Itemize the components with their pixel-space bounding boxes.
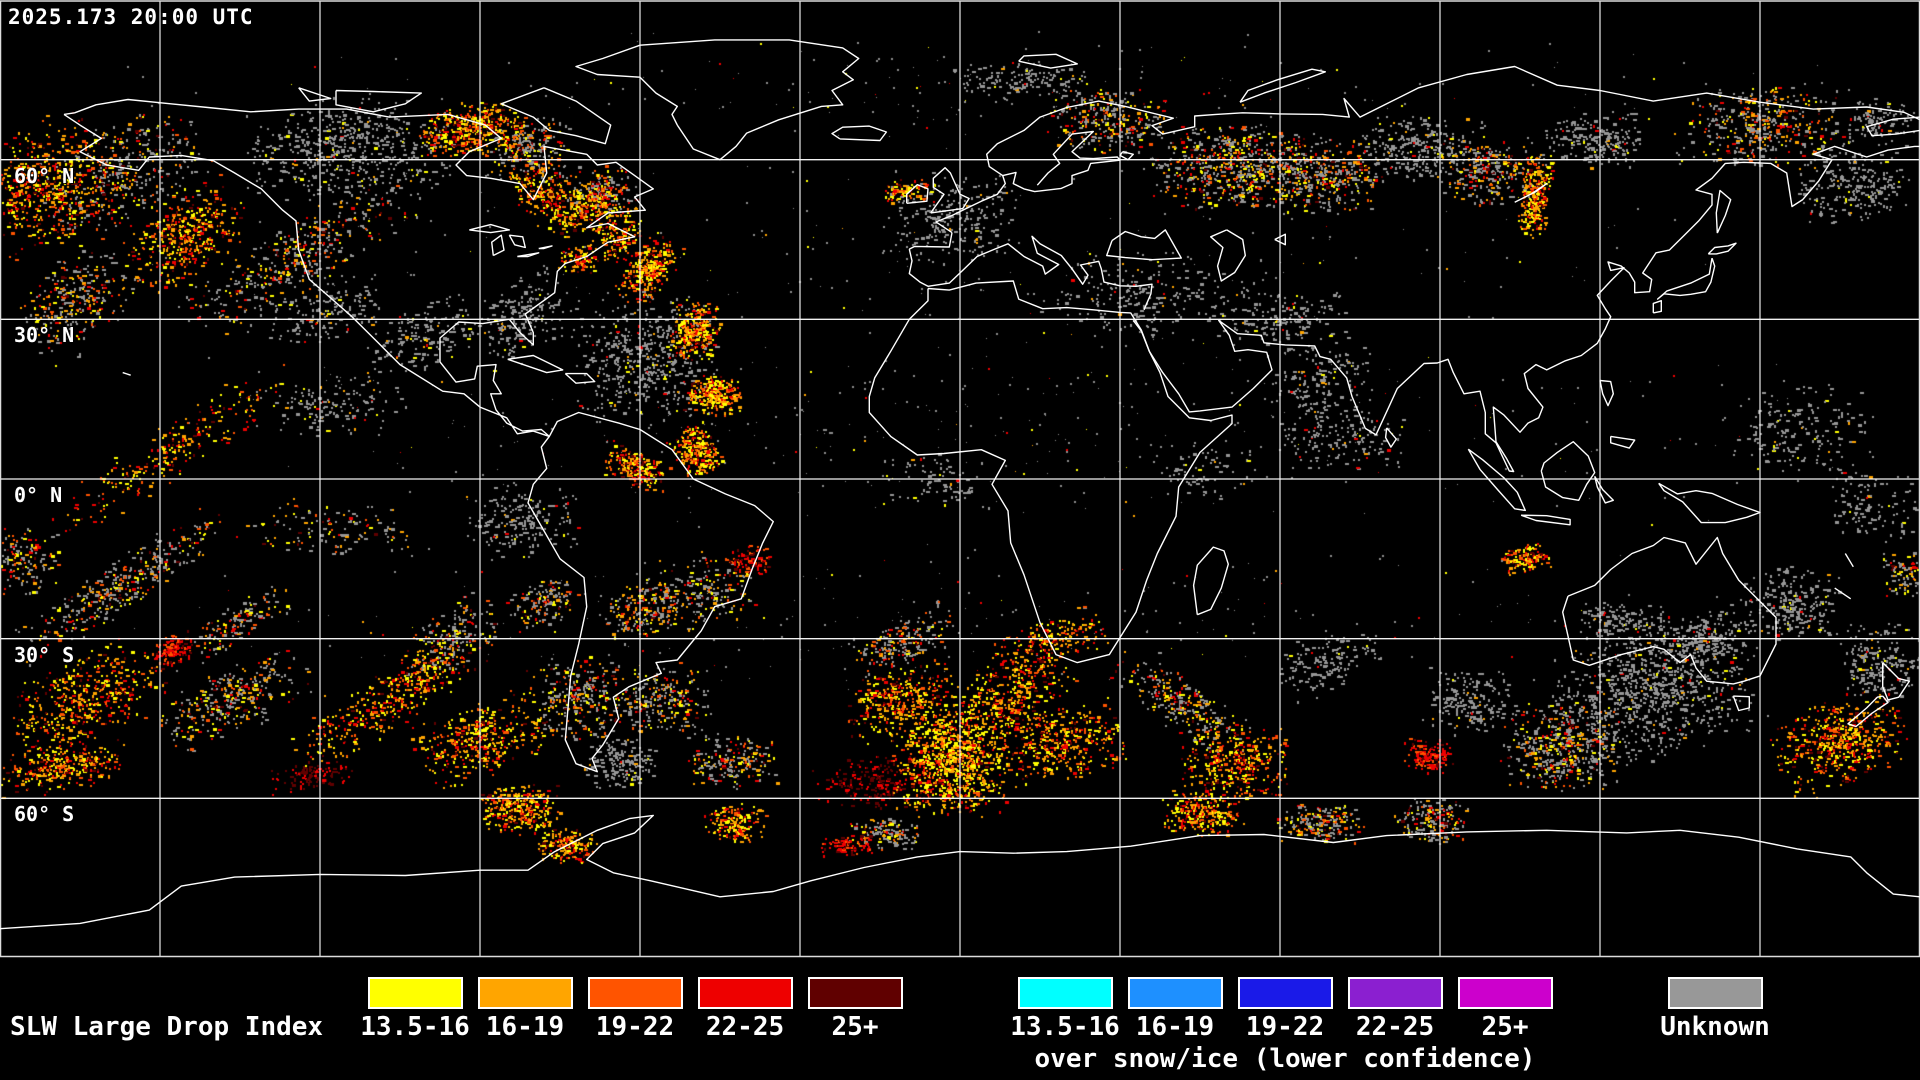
legend-range-standard-3: 22-25 [705,1012,785,1042]
legend-range-snow-ice-1: 16-19 [1135,1012,1215,1042]
legend-title: SLW Large Drop Index [10,1012,324,1042]
legend-swatch-snow-ice-2 [1238,977,1333,1009]
legend-range-standard-2: 19-22 [595,1012,675,1042]
legend-swatch-snow-ice-0 [1018,977,1113,1009]
legend-range-snow-ice-3: 22-25 [1355,1012,1435,1042]
legend-range-standard-0: 13.5-16 [360,1012,470,1042]
legend-range-snow-ice-4: 25+ [1481,1012,1529,1042]
timestamp: 2025.173 20:00 UTC [8,5,254,29]
legend-swatch-standard-0 [368,977,463,1009]
legend-unknown-label: Unknown [1660,1012,1770,1042]
legend-snow-ice-subtitle: over snow/ice (lower confidence) [1034,1044,1536,1074]
legend-range-standard-1: 16-19 [485,1012,565,1042]
legend-range-standard-4: 25+ [831,1012,879,1042]
legend-swatch-standard-3 [698,977,793,1009]
coastline-grid-layer [0,0,1920,958]
legend: SLW Large Drop Index 13.5-16 16-19 19-22 22… [0,958,1920,1080]
legend-swatch-snow-ice-4 [1458,977,1553,1009]
legend-range-snow-ice-0: 13.5-16 [1010,1012,1120,1042]
legend-swatch-snow-ice-3 [1348,977,1443,1009]
legend-swatch-standard-2 [588,977,683,1009]
legend-range-snow-ice-2: 19-22 [1245,1012,1325,1042]
legend-swatch-standard-4 [808,977,903,1009]
graticule [0,1,1920,957]
legend-swatch-snow-ice-1 [1128,977,1223,1009]
coastlines [0,39,1920,930]
legend-swatch-standard-1 [478,977,573,1009]
legend-unknown-swatch [1668,977,1763,1009]
